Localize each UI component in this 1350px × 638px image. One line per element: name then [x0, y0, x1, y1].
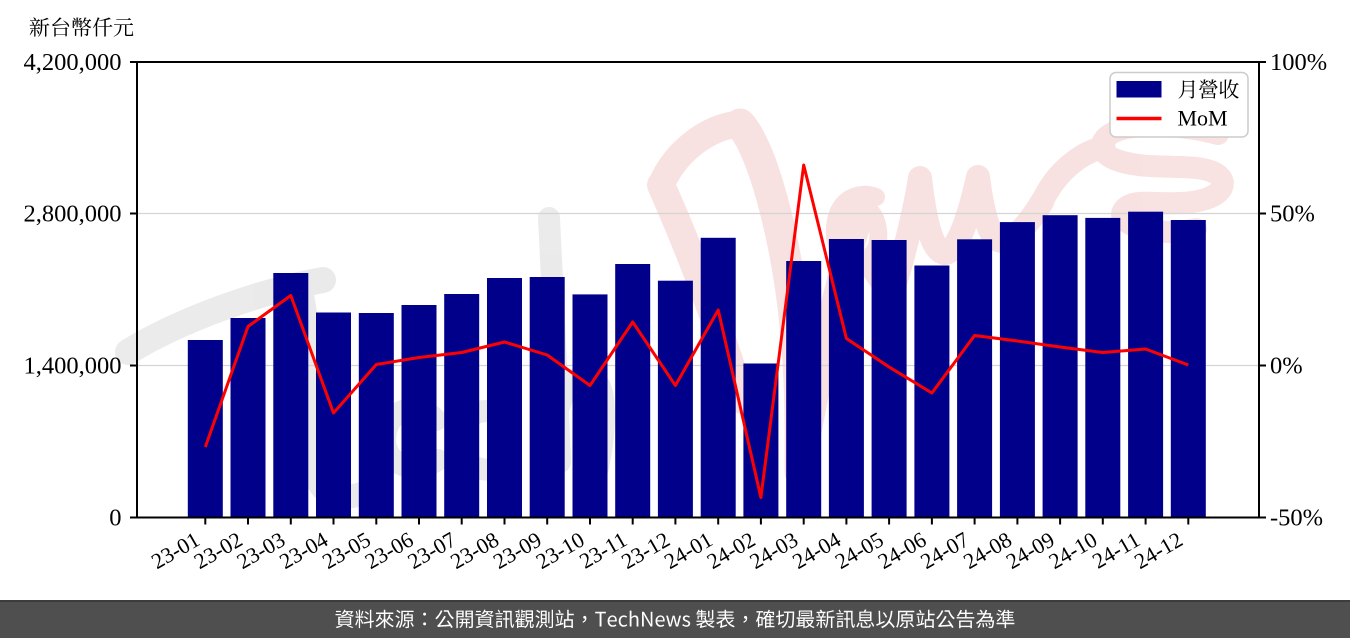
svg-text:-50%: -50%: [1270, 505, 1323, 532]
svg-text:50%: 50%: [1270, 201, 1315, 228]
svg-text:0: 0: [109, 505, 121, 532]
svg-text:4,200,000: 4,200,000: [24, 49, 122, 76]
svg-text:2,800,000: 2,800,000: [24, 201, 122, 228]
svg-text:100%: 100%: [1270, 49, 1327, 76]
svg-text:0%: 0%: [1270, 353, 1303, 380]
svg-text:1,400,000: 1,400,000: [24, 353, 122, 380]
svg-text:MoM: MoM: [1178, 106, 1228, 131]
